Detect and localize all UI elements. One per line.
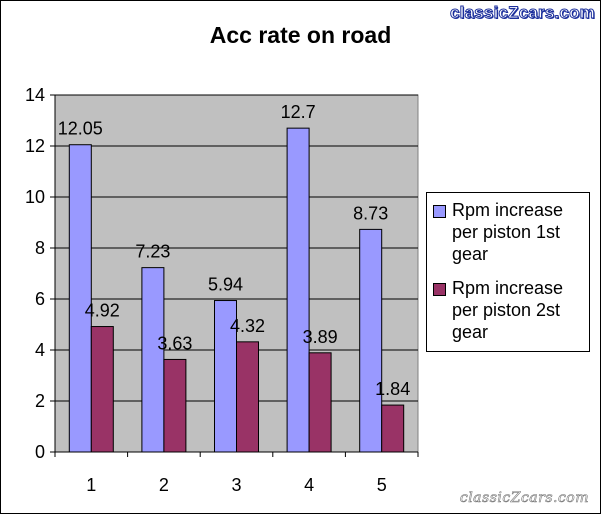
bar-series-2-cat-3 (236, 341, 259, 453)
bar-series-1-cat-4 (286, 127, 310, 453)
watermark-bottom-logo: classicZcars.com (459, 490, 589, 507)
x-tick-label-1: 1 (86, 475, 96, 495)
x-tick-label-3: 3 (231, 475, 241, 495)
x-tick-label-4: 4 (304, 475, 314, 495)
bar-series-2-cat-2 (163, 358, 187, 453)
bar-series-2-cat-4 (308, 352, 332, 453)
y-tick-label-14: 14 (25, 85, 45, 105)
data-label-series-2-cat-5: 1.84 (375, 379, 410, 399)
data-label-series-2-cat-4: 3.89 (303, 327, 338, 347)
x-tick-label-5: 5 (377, 475, 387, 495)
bar-series-1-cat-2 (141, 267, 165, 453)
y-tick-label-12: 12 (25, 136, 45, 156)
legend-item-series-2: Rpm increase per piston 2st gear (433, 277, 589, 343)
data-label-series-1-cat-4: 12.7 (281, 102, 316, 122)
y-tick-label-0: 0 (35, 442, 45, 462)
y-tick-label-2: 2 (35, 391, 45, 411)
bar-series-1-cat-1 (68, 144, 92, 453)
y-tick-label-6: 6 (35, 289, 45, 309)
legend-label-series-2: Rpm increase per piston 2st gear (452, 278, 564, 342)
data-label-series-1-cat-1: 12.05 (58, 119, 103, 139)
data-label-series-1-cat-5: 8.73 (353, 203, 388, 223)
y-tick-label-8: 8 (35, 238, 45, 258)
legend-label-series-1: Rpm increase per piston 1st gear (452, 200, 564, 264)
bar-series-2-cat-5 (381, 404, 405, 453)
y-tick-label-10: 10 (25, 187, 45, 207)
data-label-series-1-cat-2: 7.23 (135, 242, 170, 262)
legend-item-series-1: Rpm increase per piston 1st gear (433, 199, 589, 265)
data-label-series-2-cat-3: 4.32 (230, 316, 265, 336)
legend: Rpm increase per piston 1st gear Rpm inc… (426, 192, 590, 352)
y-tick-label-4: 4 (35, 340, 45, 360)
data-label-series-1-cat-3: 5.94 (208, 275, 243, 295)
data-label-series-2-cat-2: 3.63 (157, 333, 192, 353)
legend-swatch-series-2 (433, 283, 446, 296)
watermark-top-logo: classicZcars.com (450, 3, 596, 23)
data-label-series-2-cat-1: 4.92 (85, 301, 120, 321)
x-tick-label-2: 2 (159, 475, 169, 495)
bar-series-1-cat-5 (359, 228, 383, 453)
legend-swatch-series-1 (433, 205, 446, 218)
bar-series-2-cat-1 (90, 326, 114, 453)
chart-title: Acc rate on road (209, 22, 392, 48)
